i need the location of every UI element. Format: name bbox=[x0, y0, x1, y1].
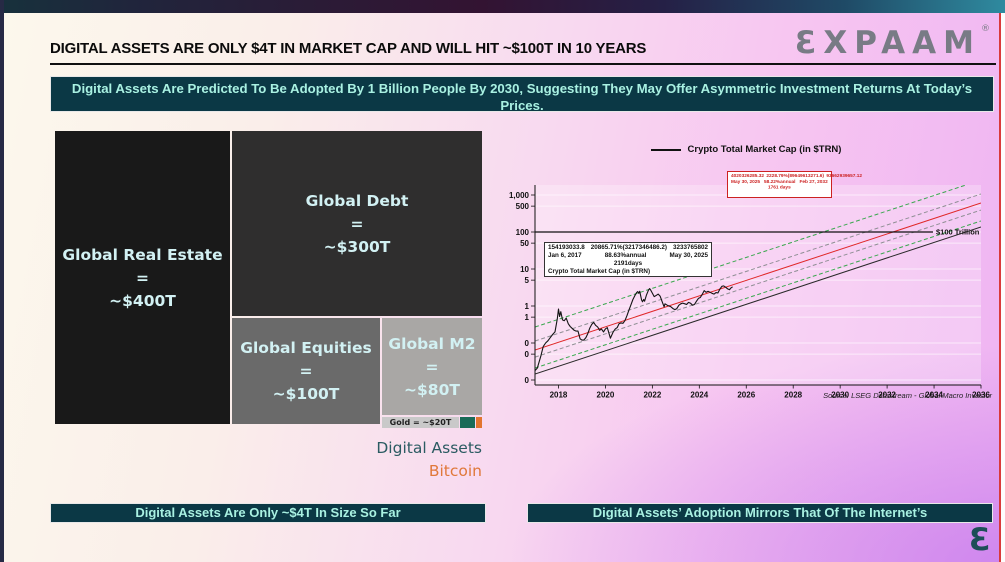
block-label: Global Real Estate bbox=[62, 245, 223, 264]
block-label: Global M2 bbox=[388, 334, 476, 353]
svg-text:1: 1 bbox=[525, 313, 530, 322]
block-value: ~$300T bbox=[323, 237, 391, 256]
lower-gray bbox=[535, 209, 981, 358]
svg-text:50: 50 bbox=[520, 239, 529, 248]
reference-line-label: $100 Trillion bbox=[936, 228, 980, 237]
svg-text:100: 100 bbox=[516, 228, 530, 237]
headline-banner: Digital Assets Are Predicted To Be Adopt… bbox=[50, 76, 994, 113]
treemap-block-equities: Global Equities = ~$100T bbox=[232, 318, 380, 424]
svg-text:2032: 2032 bbox=[878, 391, 896, 400]
svg-text:0: 0 bbox=[525, 376, 530, 385]
svg-text:2024: 2024 bbox=[690, 391, 708, 400]
equals-sign: = bbox=[136, 268, 149, 287]
block-label: Global Equities bbox=[240, 339, 372, 357]
svg-text:5: 5 bbox=[525, 276, 530, 285]
page-title: DIGITAL ASSETS ARE ONLY $4T IN MARKET CA… bbox=[50, 40, 647, 57]
treemap-block-gold: Gold = ~$20T bbox=[382, 417, 459, 428]
legend-label: Crypto Total Market Cap (in $TRN) bbox=[687, 144, 842, 155]
svg-text:500: 500 bbox=[516, 202, 530, 211]
title-underline bbox=[50, 63, 996, 65]
legend-line-swatch bbox=[650, 148, 681, 151]
svg-text:2022: 2022 bbox=[643, 391, 661, 400]
registered-mark: ® bbox=[981, 24, 990, 34]
treemap-block-real-estate: Global Real Estate = ~$400T bbox=[55, 131, 230, 424]
regression-fit-annotation: 154193033.8 20865.71%(3217346486.2) 323376… bbox=[544, 242, 712, 278]
svg-text:2036: 2036 bbox=[972, 391, 990, 400]
svg-text:2026: 2026 bbox=[737, 391, 755, 400]
baseline-black bbox=[535, 226, 981, 375]
equals-sign: = bbox=[425, 357, 439, 376]
bitcoin-label: Bitcoin bbox=[428, 462, 482, 480]
channel-lines bbox=[535, 185, 981, 375]
projection-annotation: 4020326285.32 2228.79%(89649613271.6) 9366… bbox=[727, 171, 862, 198]
digital-assets-swatch bbox=[460, 417, 475, 428]
block-value: ~$80T bbox=[404, 380, 460, 399]
digital-assets-label: Digital Assets bbox=[376, 439, 482, 457]
top-gradient-bar bbox=[0, 0, 1005, 13]
regression-red bbox=[535, 202, 981, 351]
expaam-logo-mark: Ɛ bbox=[969, 522, 991, 558]
expaam-logo: ƐXPAAM® bbox=[740, 24, 990, 61]
svg-text:2020: 2020 bbox=[597, 391, 615, 400]
plot-area bbox=[535, 185, 981, 385]
svg-text:0: 0 bbox=[525, 339, 530, 348]
block-value: ~$400T bbox=[109, 291, 176, 310]
footer-banner-left: Digital Assets Are Only ~$4T In Size So … bbox=[50, 503, 486, 523]
svg-text:1: 1 bbox=[525, 302, 530, 311]
bitcoin-swatch bbox=[476, 417, 482, 428]
svg-text:0: 0 bbox=[525, 350, 530, 359]
lower-green bbox=[535, 220, 981, 369]
treemap-block-debt: Global Debt = ~$300T bbox=[232, 131, 482, 316]
footer-banner-right: Digital Assets’ Adoption Mirrors That Of… bbox=[527, 503, 993, 523]
right-edge-white-strip bbox=[1001, 13, 1005, 562]
chart-legend: Crypto Total Market Cap (in $TRN) bbox=[490, 144, 1002, 155]
svg-text:1,000: 1,000 bbox=[509, 191, 530, 200]
upper-gray bbox=[535, 193, 981, 342]
series-line bbox=[535, 285, 733, 371]
block-value: ~$100T bbox=[272, 385, 340, 403]
x-tick-labels: 2018 2020 2022 2024 2026 2028 2030 2032 2034 2036 bbox=[550, 385, 990, 400]
svg-text:2018: 2018 bbox=[550, 391, 568, 400]
svg-text:2028: 2028 bbox=[784, 391, 802, 400]
block-label: Global Debt bbox=[305, 191, 409, 210]
expaam-logo-text: ƐXPAAM bbox=[794, 25, 981, 61]
equals-sign: = bbox=[299, 362, 313, 380]
treemap-block-m2: Global M2 = ~$80T bbox=[382, 318, 482, 415]
svg-text:2030: 2030 bbox=[831, 391, 849, 400]
crypto-market-cap-chart: Crypto Total Market Cap (in $TRN) $100 T… bbox=[490, 138, 1002, 425]
right-edge-red-line bbox=[999, 13, 1001, 562]
left-edge-strip bbox=[0, 0, 4, 562]
svg-text:2034: 2034 bbox=[925, 391, 943, 400]
equals-sign: = bbox=[350, 214, 364, 233]
chart-source: Source: LSEG Datastream - Global Macro I… bbox=[823, 391, 992, 400]
upper-green bbox=[535, 185, 968, 328]
svg-text:10: 10 bbox=[520, 265, 529, 274]
